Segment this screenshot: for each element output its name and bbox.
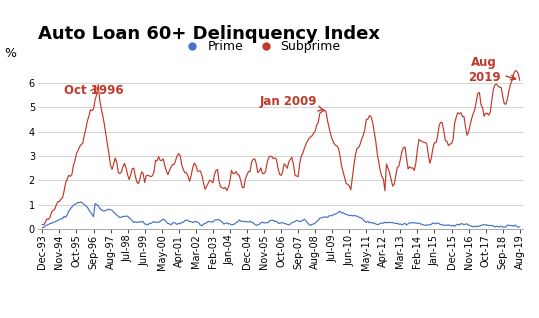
Legend: Prime, Subprime: Prime, Subprime xyxy=(180,40,341,53)
Text: Oct 1996: Oct 1996 xyxy=(64,84,124,97)
Text: Auto Loan 60+ Delinquency Index: Auto Loan 60+ Delinquency Index xyxy=(38,24,380,43)
Text: Aug
2019: Aug 2019 xyxy=(468,56,516,84)
Text: %: % xyxy=(4,47,16,60)
Text: Jan 2009: Jan 2009 xyxy=(259,95,323,111)
